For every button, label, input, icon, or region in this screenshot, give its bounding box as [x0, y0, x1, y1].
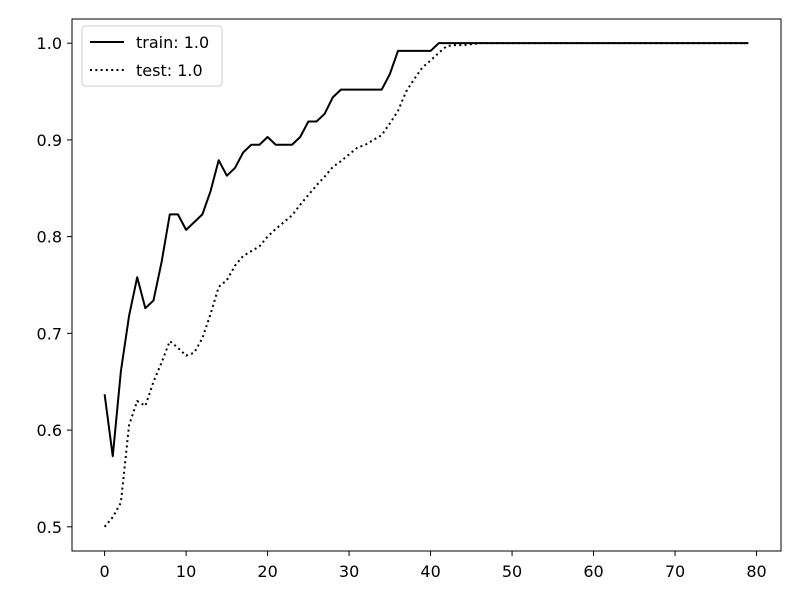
legend-label-train: train: 1.0 — [136, 33, 209, 52]
x-tick-label: 80 — [746, 562, 766, 581]
y-tick-label: 0.5 — [37, 518, 62, 537]
series-line-test — [103, 42, 749, 528]
y-tick-label: 0.8 — [37, 228, 62, 247]
x-tick-label: 50 — [502, 562, 522, 581]
y-tick-label: 0.7 — [37, 324, 62, 343]
x-axis: 0 10 20 30 40 50 60 70 80 — [100, 551, 767, 581]
x-tick-label: 40 — [420, 562, 440, 581]
x-tick-label: 20 — [257, 562, 277, 581]
x-tick-label: 70 — [665, 562, 685, 581]
x-tick-label: 60 — [583, 562, 603, 581]
y-axis: 0.5 0.6 0.7 0.8 0.9 1.0 — [37, 34, 72, 537]
x-tick-label: 10 — [176, 562, 196, 581]
series-layer — [103, 42, 749, 528]
plot-frame — [71, 18, 782, 552]
y-tick-label: 1.0 — [37, 34, 62, 53]
y-tick-label: 0.9 — [37, 131, 62, 150]
legend: train: 1.0 test: 1.0 — [81, 25, 223, 87]
legend-label-test: test: 1.0 — [136, 61, 203, 80]
x-tick-label: 30 — [339, 562, 359, 581]
y-tick-label: 0.6 — [37, 421, 62, 440]
x-tick-label: 0 — [100, 562, 110, 581]
